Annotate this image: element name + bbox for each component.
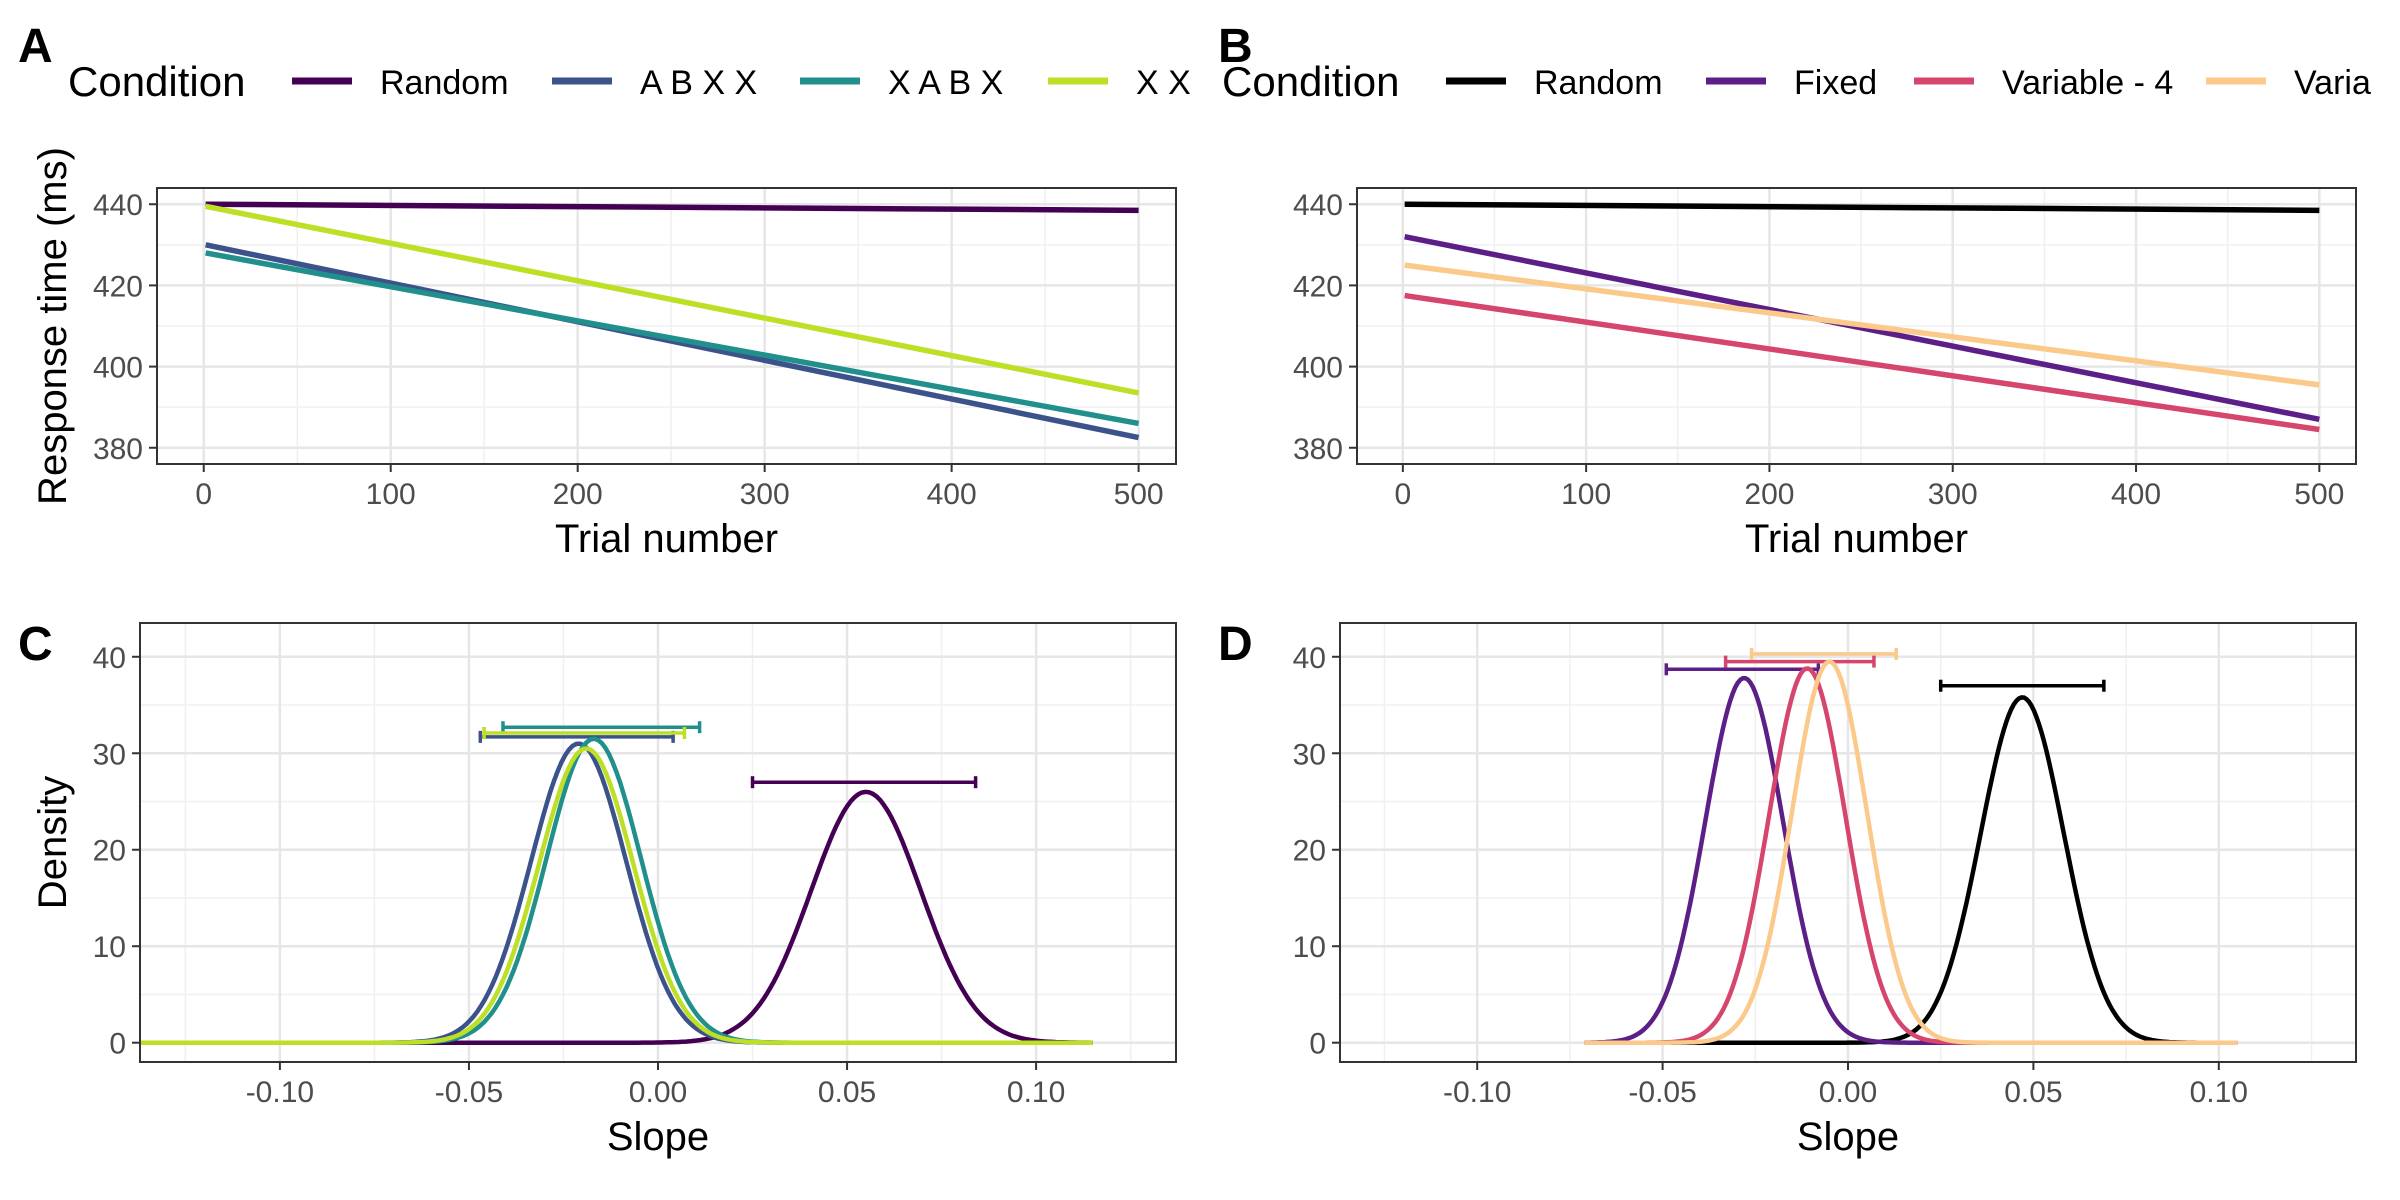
x-tick-label: 500 xyxy=(1114,478,1164,511)
x-tick-label: 200 xyxy=(553,478,603,511)
panel-a-x-axis-title: Trial number xyxy=(555,517,778,561)
legend-a-label-2: X A B X xyxy=(888,64,1003,102)
panel-c-x-axis-title: Slope xyxy=(607,1115,709,1159)
panel-b-x-axis-title: Trial number xyxy=(1745,517,1968,561)
panel-a-series xyxy=(205,201,1140,441)
x-tick-label: 0 xyxy=(195,478,212,511)
x-tick-label: 400 xyxy=(927,478,977,511)
y-tick-label: 420 xyxy=(1293,270,1343,303)
panel-d-x-axis: -0.10 -0.05 0.00 0.05 0.10 xyxy=(1443,1062,2248,1109)
y-tick-label: 400 xyxy=(1293,352,1343,385)
panel-b-y-axis: 380 400 420 440 xyxy=(1293,189,1357,466)
x-tick-label: 0 xyxy=(1394,478,1411,511)
x-tick-label: 100 xyxy=(1561,478,1611,511)
x-tick-label: 0.05 xyxy=(818,1076,876,1109)
panel-label-a: A xyxy=(18,20,53,73)
series-line xyxy=(205,242,1140,441)
panel-a-grid xyxy=(157,188,1176,464)
x-tick-label: -0.10 xyxy=(1443,1076,1511,1109)
x-tick-label: 0.10 xyxy=(1007,1076,1065,1109)
x-tick-label: 200 xyxy=(1744,478,1794,511)
y-tick-label: 20 xyxy=(93,835,126,868)
series-line xyxy=(1404,262,2320,388)
legend-a-label-0: Random xyxy=(380,64,509,102)
panel-a-y-axis: 380 400 420 440 xyxy=(93,189,157,466)
panel-label-b: B xyxy=(1218,20,1253,73)
legend-b-label-2: Variable - 4 xyxy=(2002,64,2173,102)
x-tick-label: 0.10 xyxy=(2190,1076,2248,1109)
y-tick-label: 10 xyxy=(1293,931,1326,964)
y-tick-label: 10 xyxy=(93,931,126,964)
panel-b: 0 100 200 300 400 500 380 400 420 440 Trial numb… xyxy=(1293,187,2357,561)
x-tick-label: 0.05 xyxy=(2004,1076,2062,1109)
y-tick-label: 40 xyxy=(93,642,126,675)
y-tick-label: 30 xyxy=(93,738,126,771)
x-tick-label: 500 xyxy=(2294,478,2344,511)
legend-b-label-0: Random xyxy=(1534,64,1663,102)
series-line xyxy=(1404,201,2320,214)
panel-d-x-axis-title: Slope xyxy=(1797,1115,1899,1159)
y-tick-label: 400 xyxy=(93,352,143,385)
legend-b-label-3: Varia xyxy=(2294,64,2371,102)
panel-c: -0.10 -0.05 0.00 0.05 0.10 0 10 20 30 40 Slope D… xyxy=(31,622,1177,1159)
legend-a-label-3: X X xyxy=(1136,64,1191,102)
legend-a-title: Condition xyxy=(68,58,245,105)
panel-b-grid xyxy=(1357,188,2356,464)
series-line xyxy=(205,250,1140,427)
panel-b-frame xyxy=(1356,187,2357,465)
y-tick-label: 20 xyxy=(1293,835,1326,868)
panel-a-y-axis-title: Response time (ms) xyxy=(31,147,75,505)
panel-b-x-axis: 0 100 200 300 400 500 xyxy=(1394,464,2344,511)
y-tick-label: 0 xyxy=(109,1028,126,1061)
x-tick-label: 300 xyxy=(1928,478,1978,511)
panel-d-series xyxy=(1584,647,2238,1045)
x-tick-label: -0.10 xyxy=(246,1076,314,1109)
legend-b-label-1: Fixed xyxy=(1794,64,1877,102)
panel-label-c: C xyxy=(18,618,53,671)
legend-b-title: Condition xyxy=(1222,58,1399,105)
y-tick-label: 30 xyxy=(1293,738,1326,771)
x-tick-label: -0.05 xyxy=(1628,1076,1696,1109)
panel-a-x-axis: 0 100 200 300 400 500 xyxy=(195,464,1164,511)
x-tick-label: 400 xyxy=(2111,478,2161,511)
x-tick-label: 0.00 xyxy=(1819,1076,1877,1109)
series-line xyxy=(205,203,1140,396)
series-line xyxy=(1404,234,2320,423)
panel-b-series xyxy=(1404,201,2320,433)
panel-d: -0.10 -0.05 0.00 0.05 0.10 0 10 20 30 40 Slope xyxy=(1293,622,2357,1159)
density-curve xyxy=(1584,659,2238,1045)
y-tick-label: 380 xyxy=(1293,433,1343,466)
y-tick-label: 440 xyxy=(1293,189,1343,222)
y-tick-label: 420 xyxy=(93,270,143,303)
series-line xyxy=(205,201,1139,214)
x-tick-label: 100 xyxy=(366,478,416,511)
panel-a: 0 100 200 300 400 500 380 400 420 440 Trial numb… xyxy=(31,147,1177,561)
x-tick-label: 0.00 xyxy=(629,1076,687,1109)
x-tick-label: -0.05 xyxy=(435,1076,503,1109)
y-tick-label: 0 xyxy=(1309,1028,1326,1061)
panel-c-series xyxy=(140,721,1093,1045)
panel-a-frame xyxy=(156,187,1177,465)
panel-c-grid xyxy=(140,623,1176,1062)
y-tick-label: 40 xyxy=(1293,642,1326,675)
x-tick-label: 300 xyxy=(740,478,790,511)
density-curve xyxy=(140,746,1093,1045)
legend-b: Condition Random Fixed Variable - 4 Vari… xyxy=(1222,58,2371,105)
y-tick-label: 440 xyxy=(93,189,143,222)
legend-a-label-1: A B X X xyxy=(640,64,757,102)
panel-d-y-axis: 0 10 20 30 40 xyxy=(1293,642,1340,1061)
legend-a: Condition Random A B X X X A B X X X xyxy=(68,58,1191,105)
panel-label-d: D xyxy=(1218,618,1253,671)
y-tick-label: 380 xyxy=(93,433,143,466)
panel-c-y-axis: 0 10 20 30 40 xyxy=(93,642,140,1061)
panel-c-y-axis-title: Density xyxy=(31,776,75,909)
series-line xyxy=(1404,292,2320,433)
panel-c-x-axis: -0.10 -0.05 0.00 0.05 0.10 xyxy=(246,1062,1065,1109)
